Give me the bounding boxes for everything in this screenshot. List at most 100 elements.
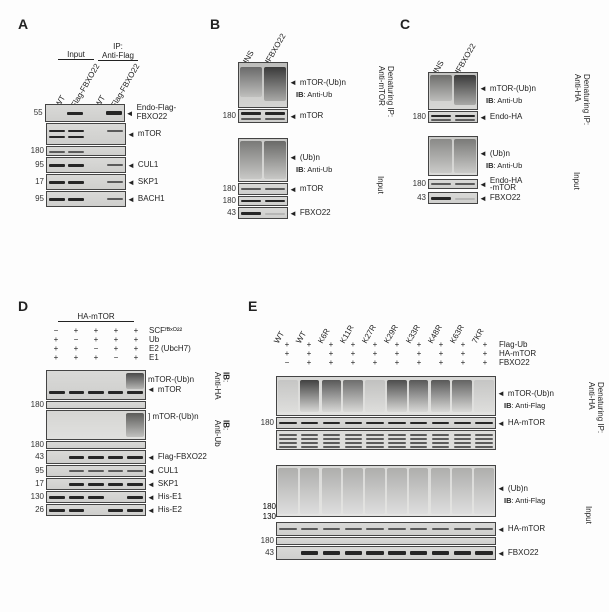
mw-e-180-2: 180 xyxy=(260,502,276,512)
treatment-cell: + xyxy=(66,326,86,335)
mw-180-b3: 180 xyxy=(222,197,238,205)
arrow-icon: ◄ xyxy=(126,178,136,187)
arrow-icon: ◄ xyxy=(496,525,506,534)
treatment-cell: + xyxy=(86,335,106,344)
arrow-icon: ◄ xyxy=(478,113,488,122)
lane xyxy=(299,431,321,449)
label-e-ha-mtor2: HA-mTOR xyxy=(506,525,545,534)
lane xyxy=(473,418,495,428)
treatment-cell: + xyxy=(408,349,430,358)
mw-e-43: 43 xyxy=(260,549,276,557)
treatment-cell: + xyxy=(452,349,474,358)
arrow-icon: ◄ xyxy=(288,112,298,121)
blot-row-bach1: 95 ◄ BACH1 xyxy=(30,191,200,207)
mw-180: 180 xyxy=(30,147,46,155)
arrow-icon: ◄ xyxy=(478,84,488,93)
lane xyxy=(277,523,299,535)
label-d-e1: His-E1 xyxy=(156,493,182,502)
blot-e-180-3: 180 xyxy=(260,537,554,545)
arrow-icon: ◄ xyxy=(496,549,506,558)
mw-180-b2: 180 xyxy=(222,185,238,193)
label-d-ubn: mTOR-(Ub)n xyxy=(146,375,194,384)
arrow-icon: ◄ xyxy=(496,484,506,493)
panel-label-e: E xyxy=(248,298,257,314)
treatment-name: Ub xyxy=(146,335,159,344)
blot-c-top: ◄mTOR-(Ub)n IB: Anti-Ub xyxy=(412,72,536,110)
treatment-cell: + xyxy=(364,349,386,358)
mw-e-180-3: 180 xyxy=(260,537,276,545)
label-c-ubn: (Ub)n xyxy=(488,149,510,158)
arrow-icon: ◄ xyxy=(146,480,156,489)
lane xyxy=(451,418,473,428)
label-endo-fbxo22: Endo-Flag-FBXO22 xyxy=(135,104,200,122)
mw-55: 55 xyxy=(30,109,45,117)
treatment-cell: + xyxy=(386,349,408,358)
lane xyxy=(342,418,364,428)
blot-d-e1: 130 ◄ His-E1 xyxy=(30,491,207,503)
blot-c-input-smear: ◄(Ub)n IB: Anti-Ub xyxy=(412,136,536,176)
treatment-cell: + xyxy=(320,358,342,367)
ib-e-antiflag: Anti-Flag xyxy=(515,401,545,410)
lane xyxy=(299,547,321,559)
label-c-mtorubn: mTOR-(Ub)n xyxy=(488,84,536,93)
lane xyxy=(386,418,408,428)
arrow-icon: ◄ xyxy=(146,467,156,476)
treatment-row: ++−++E2 (UbcH7) xyxy=(46,344,191,353)
treatment-cell: + xyxy=(126,335,146,344)
lane xyxy=(408,431,430,449)
treatment-cell: + xyxy=(298,358,320,367)
blot-row-skp1: 17 ◄ SKP1 xyxy=(30,174,200,190)
treatment-name: SCFᶠᴮˣᴼ²² xyxy=(146,326,182,335)
header-input: Input xyxy=(58,50,94,60)
lane xyxy=(386,547,408,559)
mw-d-17: 17 xyxy=(30,480,46,488)
treatment-cell: − xyxy=(106,353,126,362)
lane xyxy=(364,418,386,428)
blot-d-180-1: 180 xyxy=(30,401,207,409)
lane xyxy=(430,418,452,428)
lane xyxy=(386,377,408,415)
blot-e-180-1: 180 ◄ HA-mTOR xyxy=(260,417,554,429)
lane xyxy=(408,418,430,428)
lane xyxy=(473,547,495,559)
lane xyxy=(364,431,386,449)
arrow-icon: ◄ xyxy=(288,185,298,194)
mw-c-180-2: 180 xyxy=(412,180,428,188)
treatment-cell: + xyxy=(430,349,452,358)
vert-b-bot: Input xyxy=(375,176,384,194)
mw-d-180-1: 180 xyxy=(30,401,46,409)
treatment-cell: + xyxy=(86,326,106,335)
arrow-icon: ◄ xyxy=(496,419,506,428)
lane xyxy=(299,377,321,415)
label-d-cul1: CUL1 xyxy=(156,467,178,476)
label-cul1: CUL1 xyxy=(136,161,158,170)
blot-row-180: 180 xyxy=(30,146,200,156)
blot-e-coomassie xyxy=(260,430,554,450)
lane-label-flag-2: Flag-FBXO22 xyxy=(109,62,141,109)
lane xyxy=(277,431,299,449)
arrow-icon: ◄ xyxy=(126,161,136,170)
blot-row-cul1: 95 ◄ CUL1 xyxy=(30,157,200,173)
arrow-icon: ◄ xyxy=(126,130,136,139)
arrow-icon: ◄ xyxy=(125,109,135,118)
mw-95b: 95 xyxy=(30,195,46,203)
mw-180-b1: 180 xyxy=(222,112,238,120)
label-e-mtorubn: mTOR-(Ub)n xyxy=(506,389,554,398)
arrow-icon: ◄ xyxy=(288,153,298,162)
lane xyxy=(408,547,430,559)
lane xyxy=(342,523,364,535)
panel-label-a: A xyxy=(18,16,28,32)
treatment-cell: + xyxy=(66,344,86,353)
ib-b-antiub: Anti-Ub xyxy=(307,165,332,174)
lane xyxy=(321,523,343,535)
label-skp1: SKP1 xyxy=(136,178,158,187)
blot-c-180-2: 180 ◄ Endo-HA-mTOR xyxy=(412,177,536,191)
lane xyxy=(277,377,299,415)
treatment-name: E2 (UbcH7) xyxy=(146,344,191,353)
lane xyxy=(321,466,343,516)
treatment-cell: + xyxy=(452,358,474,367)
lane xyxy=(364,547,386,559)
blot-b-input-smear: ◄(Ub)n IB: Anti-Ub xyxy=(222,138,346,182)
treatment-cell: + xyxy=(126,353,146,362)
treatment-cell: + xyxy=(46,344,66,353)
